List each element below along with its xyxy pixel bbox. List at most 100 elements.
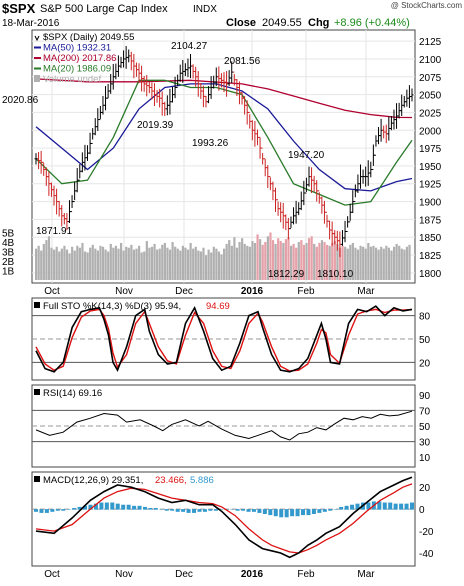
volume-bar	[398, 245, 401, 280]
price-tick-label: 2125	[419, 37, 442, 48]
volume-tick-label: 1B	[2, 267, 15, 278]
volume-bar	[354, 247, 357, 280]
volume-bar	[94, 248, 97, 280]
volume-bar	[163, 242, 166, 280]
rsi-tick-label: 90	[419, 391, 431, 402]
price-tick-label: 1875	[419, 215, 442, 226]
volume-bar	[246, 245, 249, 280]
volume-bar	[91, 244, 94, 280]
rsi-line	[35, 410, 413, 441]
macd-legend-swatch	[34, 476, 40, 482]
volume-bar	[230, 245, 233, 280]
x-tick-label-top: Oct	[44, 286, 60, 297]
watermark: @ StockCharts.com	[391, 1, 463, 10]
x-tick-label-bottom: Mar	[357, 569, 375, 580]
price-tick-label: 2025	[419, 108, 442, 119]
macd-hist-bar	[208, 509, 213, 511]
volume-bar	[53, 249, 56, 280]
volume-bar	[81, 242, 84, 280]
volume-bar	[372, 245, 375, 280]
macd-hist-bar	[34, 509, 38, 512]
volume-bar	[99, 245, 102, 280]
macd-hist-bar	[290, 509, 295, 517]
price-annotation: 2020.86	[2, 95, 39, 106]
macd-legend-hist-label: 5.886	[190, 475, 214, 486]
volume-bar	[71, 246, 74, 280]
volume-bar	[367, 242, 370, 280]
chg-label: Chg	[308, 17, 329, 29]
macd-hist-bar	[175, 509, 180, 512]
macd-hist-bar	[317, 509, 322, 513]
volume-bar	[318, 242, 321, 280]
macd-hist-bar	[279, 509, 284, 518]
volume-bar	[400, 248, 403, 280]
volume-bar	[60, 248, 63, 280]
volume-bar	[243, 243, 246, 280]
volume-bar	[42, 243, 45, 280]
macd-hist-bar	[50, 509, 55, 512]
macd-hist-bar	[148, 508, 153, 510]
volume-bar	[336, 243, 339, 280]
volume-bar	[153, 243, 156, 280]
macd-hist-bar	[83, 505, 88, 510]
macd-hist-bar	[153, 508, 158, 510]
macd-hist-bar	[230, 509, 235, 510]
volume-bar	[320, 240, 324, 280]
volume-bar	[179, 250, 182, 280]
x-tick-label-bottom: Dec	[175, 569, 193, 580]
legend-label: Volume undef	[43, 74, 101, 85]
macd-legend-label: MACD(12,26,9) 29.351,	[43, 475, 143, 486]
volume-bar	[104, 249, 107, 280]
volume-bar	[403, 249, 406, 280]
volume-bar	[385, 245, 388, 280]
volume-bar	[63, 245, 66, 280]
volume-bar	[261, 244, 264, 280]
volume-bar	[238, 242, 241, 280]
volume-bar	[408, 244, 411, 280]
volume-bar	[215, 248, 218, 280]
volume-bar	[217, 251, 221, 280]
volume-bar	[390, 250, 393, 280]
volume-bar	[47, 236, 51, 280]
macd-hist-bar	[235, 509, 240, 511]
volume-bar	[65, 249, 69, 280]
volume-bar	[138, 245, 141, 280]
volume-bar	[269, 232, 272, 280]
macd-hist-bar	[257, 509, 262, 513]
macd-hist-bar	[284, 509, 289, 518]
macd-hist-bar	[311, 509, 316, 515]
x-tick-label-top: Dec	[175, 286, 193, 297]
volume-bar	[313, 243, 316, 280]
price-annotation: 2081.56	[224, 56, 261, 67]
volume-tick-label: 5B	[2, 229, 15, 240]
macd-hist-bar	[55, 509, 60, 511]
macd-hist-bar	[246, 509, 251, 512]
volume-bar	[341, 245, 344, 280]
macd-hist-bar	[170, 509, 175, 511]
volume-bar	[186, 249, 190, 280]
volume-bar	[233, 237, 236, 280]
volume-bar	[125, 246, 128, 280]
macd-hist-bar	[93, 503, 98, 510]
chg-value: +8.96 (+0.44%)	[334, 17, 410, 29]
volume-bar	[35, 248, 38, 280]
price-tick-label: 1900	[419, 198, 442, 209]
macd-signal-line	[35, 483, 413, 554]
volume-bar	[362, 246, 365, 280]
volume-bar	[197, 250, 200, 280]
volume-bar	[184, 247, 187, 280]
volume-bar	[114, 245, 118, 280]
volume-bar	[300, 240, 303, 280]
price-tick-label: 2075	[419, 73, 442, 84]
rsi-tick-label: 50	[419, 422, 431, 433]
volume-bar	[305, 242, 308, 280]
volume-bar	[266, 236, 269, 280]
macd-tick-label: 20	[419, 483, 431, 494]
macd-hist-bar	[202, 509, 207, 512]
volume-bar	[323, 242, 326, 280]
sto-k-line	[35, 305, 413, 373]
macd-hist-bar	[44, 509, 49, 513]
volume-bar	[392, 246, 396, 280]
macd-hist-bar	[110, 502, 115, 510]
macd-hist-bar	[328, 509, 333, 511]
